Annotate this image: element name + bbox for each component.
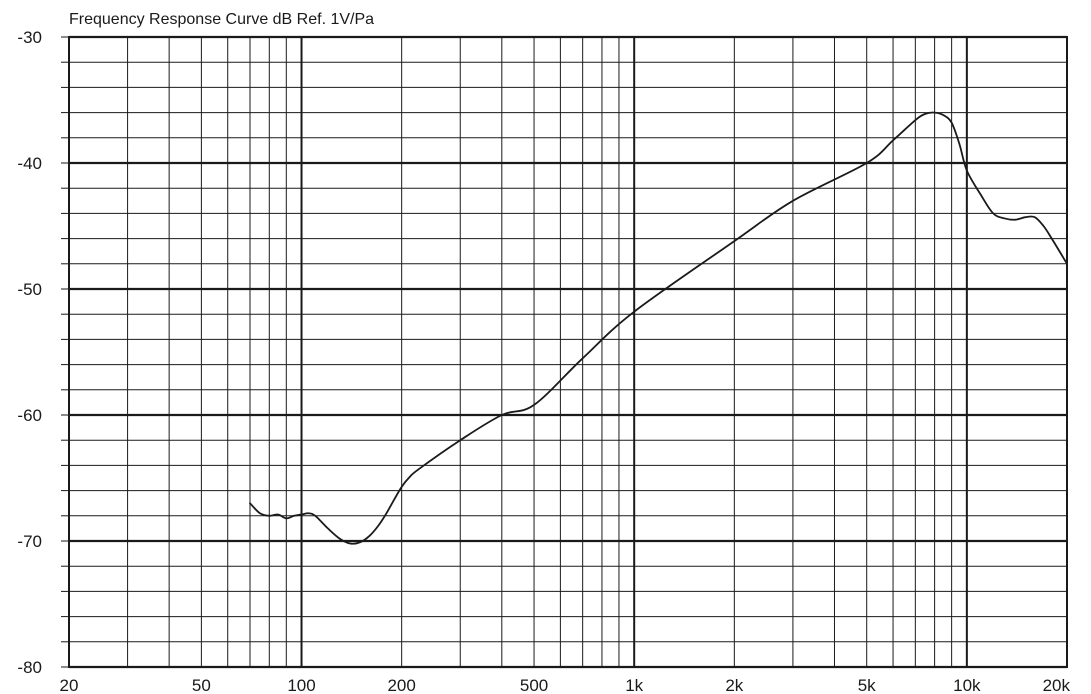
x-tick-label: 200 bbox=[387, 676, 415, 694]
plot-frame bbox=[68, 36, 1068, 668]
x-tick-label: 1k bbox=[625, 676, 643, 694]
x-tick-label: 5k bbox=[858, 676, 876, 694]
x-tick-label: 500 bbox=[520, 676, 548, 694]
y-tick-label: -60 bbox=[17, 406, 42, 425]
x-tick-label: 20k bbox=[1043, 676, 1071, 694]
x-tick-label: 50 bbox=[192, 676, 211, 694]
x-tick-label: 2k bbox=[725, 676, 743, 694]
x-tick-label: 10k bbox=[953, 676, 981, 694]
grid bbox=[61, 35, 1068, 669]
x-tick-label: 20 bbox=[60, 676, 79, 694]
series-line-0 bbox=[249, 111, 1068, 545]
chart-title: Frequency Response Curve dB Ref. 1V/Pa bbox=[69, 11, 374, 28]
x-tick-label: 100 bbox=[287, 676, 315, 694]
tick-labels: -30 -40 -50 -60 -70 -80 20 50 100 200 500 1k 2k 5k 10k… bbox=[17, 28, 1070, 694]
y-tick-label: -70 bbox=[17, 532, 42, 551]
series-layer bbox=[249, 111, 1068, 545]
y-tick-label: -30 bbox=[17, 28, 42, 47]
y-tick-label: -80 bbox=[17, 658, 42, 677]
y-tick-label: -40 bbox=[17, 154, 42, 173]
y-tick-label: -50 bbox=[17, 280, 42, 299]
